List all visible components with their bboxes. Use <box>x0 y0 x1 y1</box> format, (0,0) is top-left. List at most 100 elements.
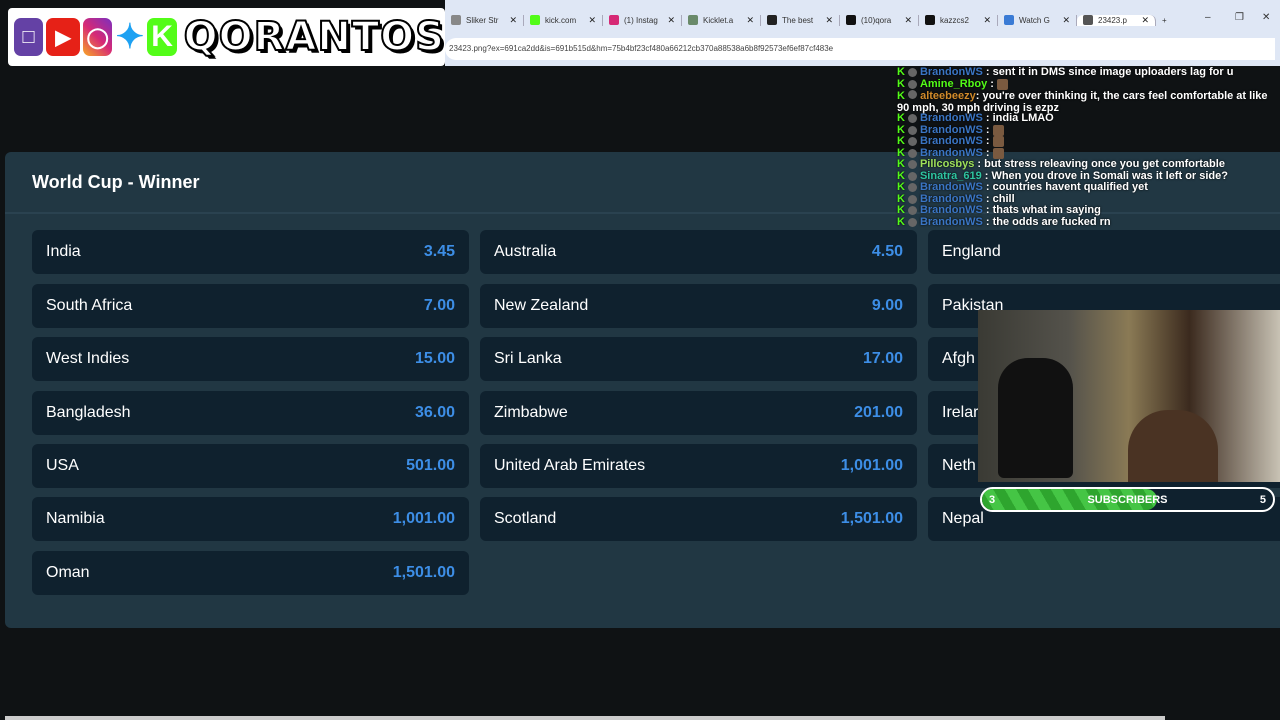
browser-tab[interactable]: Sliker Str ✕ <box>445 14 524 26</box>
close-tab-icon[interactable]: ✕ <box>588 14 596 25</box>
selection-card[interactable]: West Indies 15.00 <box>32 337 469 381</box>
browser-tab[interactable]: (10)qora ✕ <box>840 14 919 26</box>
chat-username: BrandonWS <box>919 215 983 228</box>
market-title: World Cup - Winner <box>5 152 1280 214</box>
browser-tab[interactable]: kick.com ✕ <box>524 14 603 26</box>
browser-tab[interactable]: The best ✕ <box>761 14 840 26</box>
chat-text: : you're over thinking it, the cars feel… <box>897 90 1268 114</box>
kick-badge-icon: K <box>897 192 905 205</box>
tab-label: 23423.p <box>1098 15 1127 25</box>
kick-badge-icon: K <box>897 215 905 228</box>
chat-message: K Sinatra_619: When you drove in Somali … <box>897 169 1228 183</box>
selection-card[interactable]: New Zealand 9.00 <box>480 284 917 328</box>
selection-card[interactable]: Australia 4.50 <box>480 230 917 274</box>
chat-text: : sent it in DMS since image uploaders l… <box>985 66 1234 78</box>
kick-badge-icon: K <box>897 158 905 170</box>
chat-text: : countries havent qualified yet <box>985 181 1148 193</box>
chat-text: : When you drove in Somali was it left o… <box>984 169 1228 182</box>
browser-tab[interactable]: 23423.p ✕ <box>1077 14 1156 26</box>
team-name: United Arab Emirates <box>494 457 646 474</box>
odds-value: 36.00 <box>414 404 455 421</box>
kick-badge-icon: K <box>897 66 905 78</box>
emote-icon <box>996 78 1008 90</box>
tab-label: kazzcs2 <box>940 15 969 25</box>
selection-card[interactable]: India 3.45 <box>32 230 469 274</box>
chat-username: Sinatra_619 <box>919 169 982 182</box>
streamer <box>1128 410 1218 482</box>
team-name: Afgh <box>942 350 975 367</box>
close-tab-icon[interactable]: ✕ <box>825 14 833 25</box>
selection-card[interactable]: United Arab Emirates 1,001.00 <box>480 444 917 488</box>
kick-badge-icon: K <box>897 169 905 182</box>
chat-text: : <box>985 123 990 136</box>
odds-value: 1,001.00 <box>840 457 903 474</box>
selection-card[interactable]: Bangladesh 36.00 <box>32 391 469 435</box>
chat-message: K Amine_Rboy: <box>897 78 1008 91</box>
chat-username: alteebeezy <box>920 90 976 102</box>
restore-button[interactable]: ❐ <box>1235 12 1244 23</box>
close-window-button[interactable]: ✕ <box>1262 12 1271 23</box>
close-tab-icon[interactable]: ✕ <box>1141 14 1149 25</box>
minimize-button[interactable]: – <box>1205 12 1211 23</box>
selection-card[interactable]: USA 501.00 <box>32 444 469 488</box>
chat-username: BrandonWS <box>919 135 983 147</box>
kick-badge-icon: K <box>897 90 905 102</box>
close-tab-icon[interactable]: ✕ <box>509 14 517 25</box>
close-tab-icon[interactable]: ✕ <box>746 14 754 25</box>
watch-icon <box>1004 15 1014 25</box>
team-name: West Indies <box>46 350 130 367</box>
chat-text: : but stress releaving once you get comf… <box>977 158 1225 170</box>
stream-logo-banner: □ ▶ ◯ ✦ K QORANTOS <box>8 8 445 66</box>
chat-text: : <box>985 146 990 159</box>
chat-username: BrandonWS <box>919 192 983 205</box>
selection-card[interactable]: Zimbabwe 201.00 <box>480 391 917 435</box>
chat-message: K BrandonWS: the odds are fucked rn <box>897 215 1111 229</box>
odds-value: 4.50 <box>871 243 903 260</box>
browser-tab[interactable]: kazzcs2 ✕ <box>919 14 998 26</box>
chat-message: K BrandonWS: countries havent qualified … <box>897 181 1148 194</box>
emote-icon <box>992 136 1004 148</box>
selection-card[interactable]: South Africa 7.00 <box>32 284 469 328</box>
kick-badge-icon: K <box>897 204 905 216</box>
close-tab-icon[interactable]: ✕ <box>983 14 991 25</box>
scrollbar[interactable] <box>5 716 1165 720</box>
new-tab-button[interactable]: + <box>1162 15 1167 25</box>
chat-message: K BrandonWS: thats what im saying <box>897 204 1101 217</box>
subscriber-progress-fill <box>982 489 1157 510</box>
chat-text: : thats what im saying <box>985 204 1101 216</box>
user-badge-icon <box>907 194 917 204</box>
tab-label: Watch G <box>1019 15 1050 25</box>
kick-badge-icon: K <box>897 146 905 159</box>
kick-badge-icon: K <box>897 112 905 124</box>
twitter-icon: ✦ <box>115 18 145 56</box>
kick-icon <box>530 15 540 25</box>
odds-value: 3.45 <box>423 243 455 260</box>
tab-label: Kicklet.a <box>703 15 734 25</box>
odds-value: 1,501.00 <box>392 564 455 581</box>
selection-card[interactable]: England <box>928 230 1280 274</box>
tab-label: Sliker Str <box>466 15 499 25</box>
browser-tab[interactable]: (1) Instag ✕ <box>603 14 682 26</box>
tiktok-icon <box>925 15 935 25</box>
chat-username: BrandonWS <box>919 181 983 193</box>
team-name: England <box>942 243 1001 260</box>
selection-card[interactable]: Oman 1,501.00 <box>32 551 469 595</box>
close-tab-icon[interactable]: ✕ <box>1062 14 1070 25</box>
selection-card[interactable]: Namibia 1,001.00 <box>32 497 469 541</box>
chat-message: K BrandonWS: sent it in DMS since image … <box>897 66 1234 79</box>
subscriber-count: 3 <box>989 494 996 506</box>
address-bar[interactable]: 23423.png?ex=691ca2dd&is=691b515d&hm=75b… <box>445 38 1275 60</box>
selection-card[interactable]: Sri Lanka 17.00 <box>480 337 917 381</box>
odds-value: 1,501.00 <box>840 510 903 527</box>
odds-value: 501.00 <box>406 457 455 474</box>
chat-message: K BrandonWS: india LMAO <box>897 112 1054 125</box>
browser-tab[interactable]: Kicklet.a ✕ <box>682 14 761 26</box>
odds-value: 9.00 <box>871 297 903 314</box>
chat-text: : the odds are fucked rn <box>985 215 1111 228</box>
close-tab-icon[interactable]: ✕ <box>904 14 912 25</box>
team-name: USA <box>46 457 79 474</box>
user-badge-icon <box>907 160 917 170</box>
selection-card[interactable]: Scotland 1,501.00 <box>480 497 917 541</box>
browser-tab[interactable]: Watch G ✕ <box>998 14 1077 26</box>
close-tab-icon[interactable]: ✕ <box>667 14 675 25</box>
